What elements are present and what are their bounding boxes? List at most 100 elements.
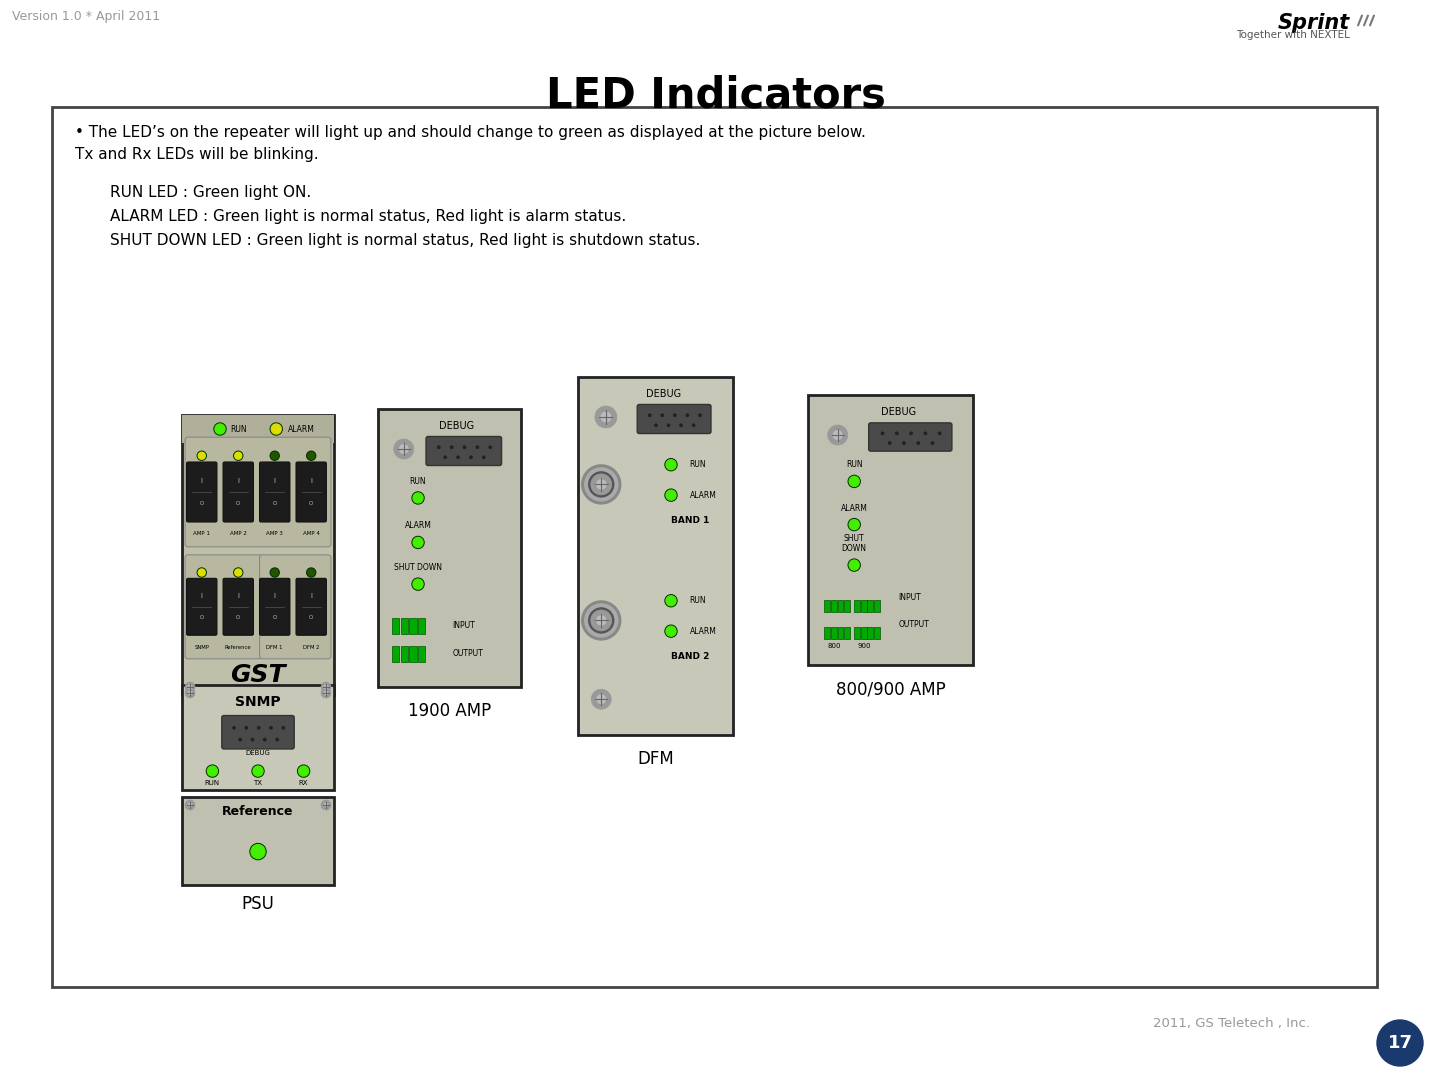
FancyBboxPatch shape [426, 436, 502, 465]
Text: 2011, GS Teletech , Inc.: 2011, GS Teletech , Inc. [1154, 1017, 1310, 1030]
FancyBboxPatch shape [874, 600, 880, 612]
Text: DFM 2: DFM 2 [302, 646, 320, 651]
Text: DEBUG: DEBUG [881, 407, 916, 417]
Circle shape [910, 432, 913, 435]
Circle shape [321, 800, 331, 810]
Text: I: I [238, 477, 239, 484]
Circle shape [185, 682, 195, 692]
Circle shape [235, 452, 242, 459]
Circle shape [450, 446, 453, 448]
Text: I: I [274, 477, 275, 484]
Circle shape [321, 682, 331, 692]
Circle shape [582, 601, 620, 640]
Circle shape [234, 451, 242, 460]
FancyBboxPatch shape [259, 554, 331, 659]
FancyBboxPatch shape [259, 578, 289, 635]
Circle shape [596, 615, 606, 626]
Text: 17: 17 [1387, 1034, 1413, 1052]
FancyBboxPatch shape [861, 600, 867, 612]
FancyBboxPatch shape [393, 617, 400, 634]
Text: ALARM: ALARM [404, 522, 431, 531]
Circle shape [881, 432, 884, 435]
Circle shape [850, 560, 860, 570]
Circle shape [924, 432, 927, 435]
Circle shape [232, 727, 235, 729]
Circle shape [444, 456, 447, 459]
Circle shape [665, 459, 676, 471]
Circle shape [476, 446, 479, 448]
Text: INPUT: INPUT [453, 622, 476, 630]
Circle shape [850, 520, 860, 529]
FancyBboxPatch shape [224, 578, 254, 635]
FancyBboxPatch shape [844, 600, 850, 612]
Circle shape [282, 727, 285, 729]
FancyBboxPatch shape [224, 462, 254, 522]
FancyBboxPatch shape [867, 600, 873, 612]
Text: DEBUG: DEBUG [646, 390, 681, 399]
Circle shape [931, 442, 934, 444]
FancyBboxPatch shape [52, 107, 1377, 987]
Text: RUN: RUN [205, 780, 219, 786]
Circle shape [308, 452, 315, 459]
Circle shape [674, 414, 676, 417]
Circle shape [271, 569, 278, 576]
FancyBboxPatch shape [297, 578, 327, 635]
Circle shape [185, 800, 195, 810]
Circle shape [215, 424, 225, 434]
Circle shape [324, 803, 328, 807]
FancyBboxPatch shape [808, 395, 973, 665]
Circle shape [277, 739, 278, 741]
Circle shape [917, 442, 920, 444]
Circle shape [271, 451, 279, 460]
Text: OUTPUT: OUTPUT [898, 620, 930, 629]
FancyBboxPatch shape [838, 627, 844, 639]
Circle shape [208, 766, 218, 776]
Circle shape [848, 559, 860, 571]
Circle shape [888, 442, 891, 444]
Circle shape [661, 414, 663, 417]
Circle shape [592, 689, 612, 710]
Text: Version 1.0 * April 2011: Version 1.0 * April 2011 [11, 10, 160, 23]
Circle shape [413, 578, 424, 590]
Circle shape [413, 493, 423, 503]
Text: O: O [272, 615, 277, 621]
Circle shape [665, 625, 676, 637]
FancyBboxPatch shape [874, 627, 880, 639]
Circle shape [271, 569, 279, 577]
FancyBboxPatch shape [410, 617, 417, 634]
Circle shape [307, 569, 315, 577]
Text: INPUT: INPUT [898, 593, 921, 602]
Circle shape [271, 423, 282, 435]
FancyBboxPatch shape [868, 423, 952, 451]
Circle shape [235, 569, 242, 576]
Text: RUN: RUN [231, 424, 248, 434]
Text: OUTPUT: OUTPUT [453, 649, 483, 659]
Circle shape [666, 490, 676, 500]
Circle shape [298, 765, 310, 777]
FancyBboxPatch shape [182, 797, 334, 885]
Circle shape [665, 595, 676, 607]
Circle shape [666, 460, 676, 470]
Circle shape [394, 439, 414, 459]
FancyBboxPatch shape [854, 627, 860, 639]
FancyBboxPatch shape [577, 376, 734, 735]
Circle shape [833, 430, 843, 441]
Text: O: O [236, 501, 241, 506]
Text: LED Indicators: LED Indicators [546, 75, 886, 117]
FancyBboxPatch shape [222, 715, 294, 749]
Circle shape [198, 569, 206, 577]
Circle shape [308, 569, 315, 576]
Text: 1900 AMP: 1900 AMP [408, 702, 492, 720]
FancyBboxPatch shape [182, 414, 334, 695]
FancyBboxPatch shape [410, 646, 417, 662]
Circle shape [185, 688, 195, 698]
Circle shape [828, 425, 848, 445]
Circle shape [258, 727, 259, 729]
Text: 800/900 AMP: 800/900 AMP [835, 680, 946, 698]
Circle shape [649, 414, 651, 417]
Circle shape [848, 475, 860, 487]
Text: AMP 4: AMP 4 [302, 531, 320, 536]
FancyBboxPatch shape [418, 617, 426, 634]
Text: AMP 1: AMP 1 [193, 531, 211, 536]
Circle shape [298, 766, 308, 776]
